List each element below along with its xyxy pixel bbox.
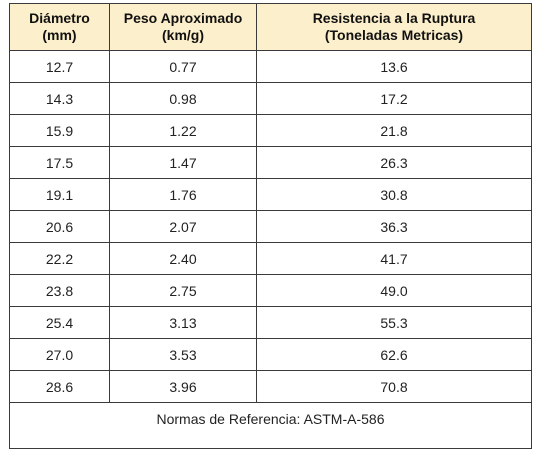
- table-row: 22.2 2.40 41.7: [9, 242, 532, 275]
- cell-diametro: 22.2: [9, 242, 110, 275]
- cell-peso: 3.96: [109, 370, 257, 403]
- table-row: 25.4 3.13 55.3: [9, 306, 532, 339]
- specifications-table: Diámetro (mm) Peso Aproximado (km/g) Res…: [9, 3, 532, 449]
- cell-diametro: 28.6: [9, 370, 110, 403]
- cell-peso: 2.40: [109, 242, 257, 275]
- cell-diametro: 15.9: [9, 114, 110, 147]
- table-row: 19.1 1.76 30.8: [9, 178, 532, 211]
- cell-resistencia: 55.3: [256, 306, 532, 339]
- cell-peso: 0.98: [109, 82, 257, 115]
- cell-diametro: 12.7: [9, 50, 110, 83]
- cell-peso: 3.13: [109, 306, 257, 339]
- table-row: 23.8 2.75 49.0: [9, 274, 532, 307]
- header-diametro-unit: (mm): [42, 27, 77, 43]
- table-row: 15.9 1.22 21.8: [9, 114, 532, 147]
- table-header: Diámetro (mm) Peso Aproximado (km/g) Res…: [9, 3, 532, 51]
- cell-diametro: 25.4: [9, 306, 110, 339]
- cell-resistencia: 70.8: [256, 370, 532, 403]
- table-row: 27.0 3.53 62.6: [9, 338, 532, 371]
- reference-standards-note: Normas de Referencia: ASTM-A-586: [9, 402, 532, 449]
- header-resistencia: Resistencia a la Ruptura (Toneladas Metr…: [256, 3, 532, 51]
- table-row: 28.6 3.96 70.8: [9, 370, 532, 403]
- header-resistencia-unit: (Toneladas Metricas): [324, 27, 464, 43]
- cell-peso: 1.76: [109, 178, 257, 211]
- cell-peso: 2.07: [109, 210, 257, 243]
- cell-resistencia: 13.6: [256, 50, 532, 83]
- cell-peso: 1.22: [109, 114, 257, 147]
- cell-resistencia: 21.8: [256, 114, 532, 147]
- header-diametro-label: Diámetro: [29, 10, 90, 26]
- cell-resistencia: 62.6: [256, 338, 532, 371]
- footer-row: Normas de Referencia: ASTM-A-586: [9, 402, 532, 449]
- cell-diametro: 14.3: [9, 82, 110, 115]
- cell-resistencia: 41.7: [256, 242, 532, 275]
- cell-peso: 3.53: [109, 338, 257, 371]
- cell-peso: 0.77: [109, 50, 257, 83]
- cell-peso: 2.75: [109, 274, 257, 307]
- table-row: 12.7 0.77 13.6: [9, 50, 532, 83]
- table-row: 14.3 0.98 17.2: [9, 82, 532, 115]
- cell-diametro: 19.1: [9, 178, 110, 211]
- cell-diametro: 20.6: [9, 210, 110, 243]
- cell-resistencia: 17.2: [256, 82, 532, 115]
- cell-resistencia: 49.0: [256, 274, 532, 307]
- cell-resistencia: 26.3: [256, 146, 532, 179]
- header-diametro: Diámetro (mm): [9, 3, 110, 51]
- table-body: 12.7 0.77 13.6 14.3 0.98 17.2 15.9 1.22 …: [9, 50, 532, 449]
- header-peso-unit: (km/g): [162, 27, 204, 43]
- header-peso: Peso Aproximado (km/g): [109, 3, 257, 51]
- cell-resistencia: 36.3: [256, 210, 532, 243]
- header-peso-label: Peso Aproximado: [123, 10, 243, 26]
- cell-resistencia: 30.8: [256, 178, 532, 211]
- cell-diametro: 23.8: [9, 274, 110, 307]
- header-row: Diámetro (mm) Peso Aproximado (km/g) Res…: [9, 3, 532, 51]
- cell-diametro: 17.5: [9, 146, 110, 179]
- cell-peso: 1.47: [109, 146, 257, 179]
- table-row: 20.6 2.07 36.3: [9, 210, 532, 243]
- cell-diametro: 27.0: [9, 338, 110, 371]
- table-row: 17.5 1.47 26.3: [9, 146, 532, 179]
- header-resistencia-label: Resistencia a la Ruptura: [312, 10, 476, 26]
